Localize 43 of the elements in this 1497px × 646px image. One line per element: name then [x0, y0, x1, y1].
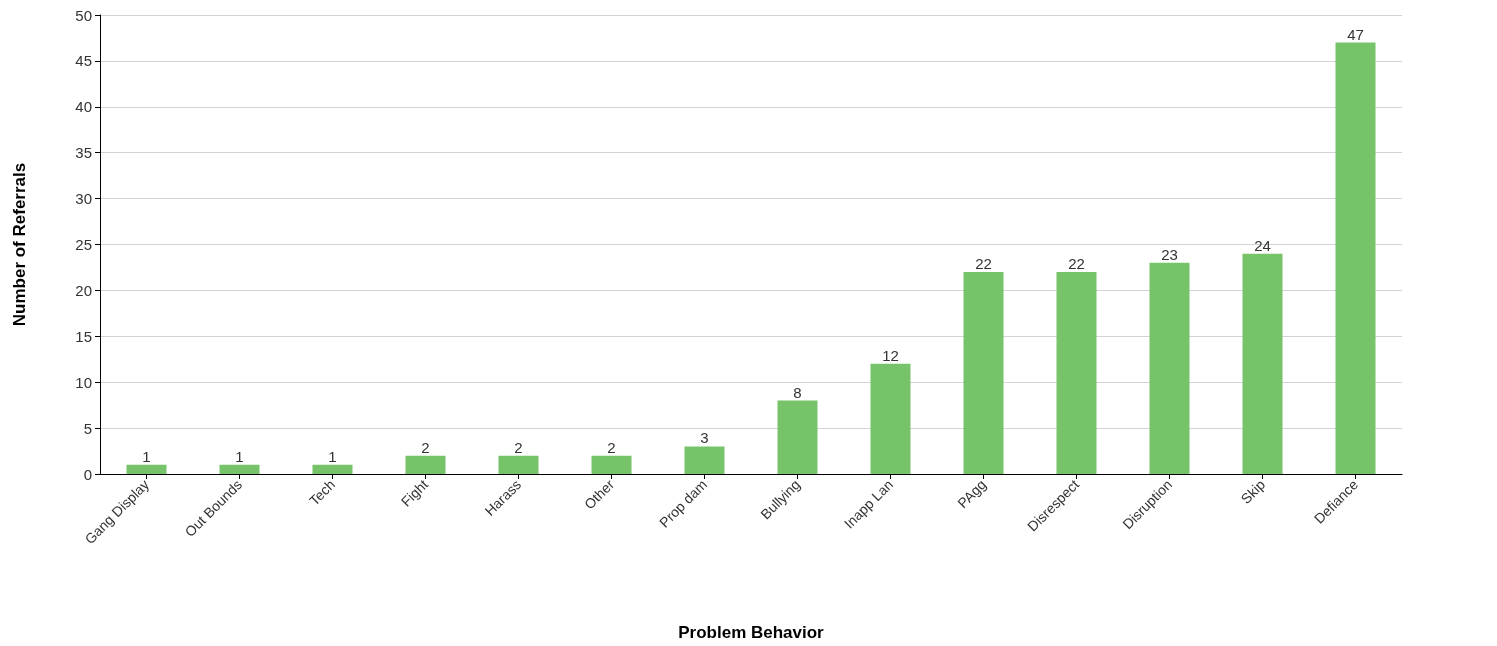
- x-tick-label: Tech: [305, 476, 339, 509]
- x-axis-title: Problem Behavior: [678, 623, 825, 642]
- bar: [777, 400, 818, 474]
- bar: [1335, 42, 1376, 474]
- bar: [405, 455, 446, 474]
- y-tick-label: 50: [75, 6, 92, 24]
- y-tick-label: 40: [75, 98, 92, 116]
- y-tick-label: 45: [75, 52, 92, 70]
- bar: [219, 464, 260, 474]
- bar: [1056, 272, 1097, 474]
- data-label: 8: [793, 383, 802, 401]
- data-label: 1: [142, 447, 151, 465]
- y-tick-label: 5: [83, 419, 92, 437]
- data-label: 47: [1347, 25, 1364, 43]
- data-label: 1: [328, 447, 337, 465]
- data-label: 2: [514, 438, 523, 456]
- bar: [963, 272, 1004, 474]
- y-tick-label: 10: [75, 373, 92, 391]
- bar: [1149, 262, 1190, 474]
- bar: [312, 464, 353, 474]
- bar: [1242, 253, 1283, 474]
- y-axis-title: Number of Referrals: [10, 162, 29, 327]
- data-label: 2: [607, 438, 616, 456]
- y-tick-label: 25: [75, 236, 92, 253]
- data-label: 24: [1254, 236, 1271, 254]
- data-label: 22: [1068, 255, 1085, 273]
- y-tick-label: 15: [75, 327, 92, 345]
- bar: [591, 455, 632, 474]
- data-label: 22: [975, 255, 992, 273]
- data-label: 3: [700, 429, 709, 447]
- data-label: 1: [235, 447, 244, 465]
- x-tick-label: Skip: [1237, 476, 1269, 507]
- bar: [870, 363, 911, 474]
- y-tick-label: 30: [75, 190, 92, 208]
- y-tick-label: 20: [75, 281, 92, 299]
- data-label: 2: [421, 438, 430, 456]
- bar: [684, 446, 725, 474]
- y-tick-label: 0: [83, 465, 92, 483]
- data-label: 23: [1161, 245, 1178, 263]
- y-tick-label: 35: [75, 144, 92, 162]
- bar: [126, 464, 167, 474]
- data-label: 12: [882, 346, 899, 364]
- bar: [498, 455, 539, 474]
